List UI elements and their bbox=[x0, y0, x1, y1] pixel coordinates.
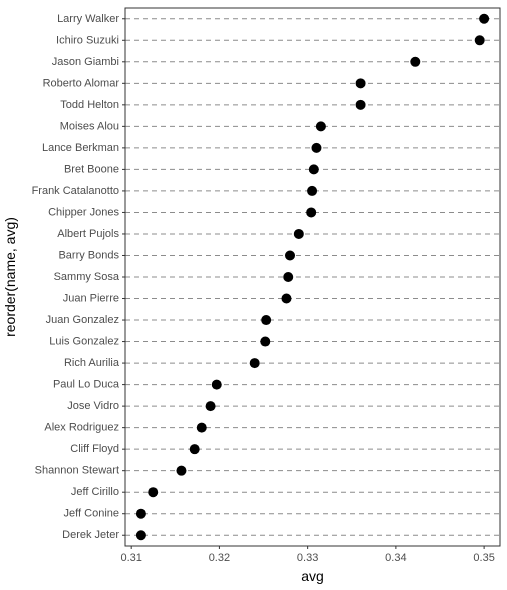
y-tick-label: Jason Giambi bbox=[52, 56, 119, 68]
y-tick-label: Jose Vidro bbox=[67, 400, 119, 412]
data-points bbox=[135, 13, 490, 541]
y-tick-label: Chipper Jones bbox=[48, 206, 119, 218]
y-axis-title: reorder(name, avg) bbox=[2, 217, 18, 337]
panel-border bbox=[124, 7, 501, 547]
data-point bbox=[283, 272, 294, 282]
data-point bbox=[293, 228, 304, 239]
x-tick-label: 0.32 bbox=[209, 552, 230, 564]
data-point bbox=[281, 293, 292, 304]
data-point bbox=[211, 379, 222, 390]
y-tick-label: Frank Catalanotto bbox=[32, 185, 119, 197]
y-tick-label: Derek Jeter bbox=[62, 529, 119, 541]
data-point bbox=[355, 99, 366, 110]
data-point bbox=[479, 13, 490, 24]
y-tick-label: Ichiro Suzuki bbox=[56, 34, 119, 46]
data-point bbox=[135, 508, 146, 519]
data-point bbox=[307, 185, 318, 196]
x-tick-label: 0.33 bbox=[297, 552, 318, 564]
data-point bbox=[189, 444, 200, 455]
y-tick-label: Moises Alou bbox=[60, 120, 119, 132]
data-point bbox=[176, 465, 187, 476]
y-axis-ticks: Larry Walker Ichiro Suzuki Jason Giambi Rob… bbox=[32, 13, 125, 541]
y-tick-label: Barry Bonds bbox=[58, 249, 119, 261]
data-point bbox=[355, 78, 366, 89]
y-tick-label: Rich Aurilia bbox=[64, 357, 120, 369]
data-point bbox=[308, 164, 319, 175]
data-point bbox=[196, 422, 207, 433]
data-point bbox=[311, 142, 322, 153]
y-tick-label: Larry Walker bbox=[57, 13, 119, 25]
x-axis-ticks: 0.31 0.32 0.33 0.34 0.35 bbox=[120, 546, 495, 564]
y-tick-label: Luis Gonzalez bbox=[49, 336, 119, 348]
data-point bbox=[285, 250, 295, 261]
data-point bbox=[306, 207, 317, 218]
data-point bbox=[249, 358, 260, 369]
y-tick-label: Lance Berkman bbox=[42, 142, 119, 154]
y-tick-label: Roberto Alomar bbox=[43, 77, 120, 89]
x-tick-label: 0.31 bbox=[120, 552, 141, 564]
data-point bbox=[474, 35, 485, 46]
data-point bbox=[148, 487, 159, 498]
y-tick-label: Todd Helton bbox=[60, 99, 119, 111]
data-point bbox=[135, 530, 146, 541]
y-tick-label: Jeff Conine bbox=[64, 508, 119, 520]
x-tick-label: 0.35 bbox=[473, 552, 494, 564]
y-tick-label: Juan Gonzalez bbox=[46, 314, 119, 326]
y-tick-label: Albert Pujols bbox=[57, 228, 119, 240]
data-point bbox=[315, 121, 326, 132]
y-tick-label: Paul Lo Duca bbox=[53, 379, 120, 391]
y-tick-label: Jeff Cirillo bbox=[71, 486, 119, 498]
data-point bbox=[261, 315, 272, 326]
y-tick-label: Bret Boone bbox=[64, 163, 119, 175]
x-tick-label: 0.34 bbox=[385, 552, 406, 564]
data-point bbox=[410, 56, 421, 67]
y-tick-label: Alex Rodriguez bbox=[44, 422, 119, 434]
x-axis-title: avg bbox=[301, 568, 324, 584]
y-tick-label: Juan Pierre bbox=[63, 293, 119, 305]
data-point bbox=[260, 336, 271, 347]
y-tick-label: Shannon Stewart bbox=[35, 465, 119, 477]
y-tick-label: Cliff Floyd bbox=[70, 443, 119, 455]
data-point bbox=[205, 401, 216, 412]
y-tick-label: Sammy Sosa bbox=[54, 271, 120, 283]
